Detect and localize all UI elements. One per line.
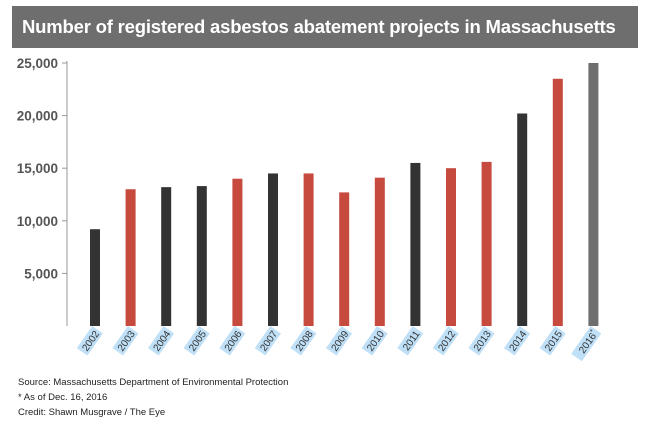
x-tick-label: 2003 [112,325,139,356]
bar [374,177,385,326]
bar [517,113,528,326]
bar [552,78,563,326]
x-tick-highlight [183,325,210,356]
x-tick-label: 2006 [219,325,246,356]
x-tick-highlight [361,325,388,356]
x-tick-highlight [397,325,424,356]
chart-title: Number of registered asbestos abatement … [22,16,616,37]
x-tick-highlight [571,325,602,362]
x-tick-label: 2012 [432,325,459,356]
x-tick-label: 2004 [147,325,175,356]
x-tick-highlight [76,325,103,356]
bar [481,161,492,326]
bar [303,173,314,326]
x-tick-label: 2007 [254,325,281,356]
y-tick-label: 15,000 [17,161,58,176]
x-tick-label: 2002 [76,325,103,356]
x-tick-label: 2008 [290,325,317,356]
x-tick-asterisk: * [589,328,596,334]
y-tick-label: 5,000 [24,266,58,281]
y-tick-label: 25,000 [17,56,58,71]
y-tick-label: 10,000 [17,214,58,229]
x-tick-highlight [325,325,353,356]
bar [125,189,136,326]
x-tick-label: 2011 [397,325,424,356]
bar [446,168,456,326]
bar [410,162,421,326]
date-note: * As of Dec. 16, 2016 [18,392,108,403]
x-tick-highlight [112,325,139,356]
y-tick-label: 20,000 [17,109,58,124]
bar [161,187,172,326]
bar-chart: 5,000 10,000 15,000 20,000 25,000 2002 2003 200… [17,56,602,362]
credit-note: Credit: Shawn Musgrave / The Eye [18,407,166,418]
bar [268,173,278,326]
x-tick-label: 2005 [183,325,210,356]
x-tick-highlight [290,325,317,356]
x-tick-highlight [219,325,246,356]
x-tick-highlight [468,325,495,356]
x-tick-label: 2009 [325,325,353,356]
bar [196,186,207,326]
x-tick-highlight [503,325,531,356]
x-tick-highlight [539,325,566,356]
x-tick-highlight [254,325,281,356]
x-tick-highlight [147,325,175,356]
x-tick-label: 2016* [571,325,602,362]
x-tick-label: 2013 [468,325,495,356]
bar [588,63,599,326]
x-tick-label: 2014 [503,325,531,356]
x-tick-highlight [432,325,459,356]
x-tick-label: 2010 [361,325,388,356]
chart-title-bar: Number of registered asbestos abatement … [12,6,638,48]
source-note: Source: Massachusetts Department of Envi… [18,377,289,388]
chart-footer: Source: Massachusetts Department of Envi… [18,375,288,420]
bar [232,178,243,326]
bar [90,229,100,326]
bar [339,192,350,326]
x-tick-label: 2015 [539,325,566,356]
